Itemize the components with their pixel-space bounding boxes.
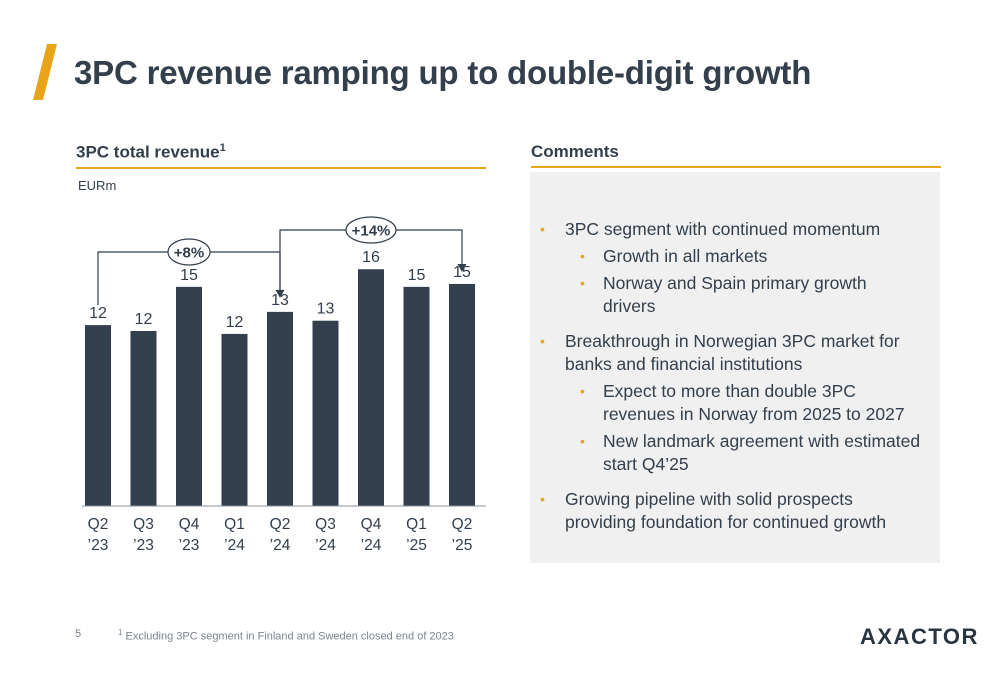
page-number: 5 bbox=[75, 628, 82, 640]
bar bbox=[221, 333, 248, 506]
x-tick-label: Q1 bbox=[224, 516, 245, 533]
x-tick-label: Q2 bbox=[270, 516, 291, 533]
x-tick-label: Q2 bbox=[452, 516, 473, 533]
bar-value-label: 15 bbox=[408, 267, 426, 284]
bar-value-label: 12 bbox=[89, 305, 107, 322]
bar bbox=[449, 283, 475, 506]
comment-text: Breakthrough in Norwegian 3PC market for… bbox=[565, 331, 900, 374]
x-tick-label: ’24 bbox=[361, 537, 382, 554]
bar-value-label: 13 bbox=[271, 292, 289, 309]
bullet-icon: • bbox=[540, 491, 545, 507]
bullet-icon: • bbox=[580, 248, 585, 264]
x-tick-label: Q4 bbox=[179, 516, 200, 533]
x-tick-label: ’24 bbox=[270, 537, 291, 554]
chart-heading-footnote-marker: 1 bbox=[219, 142, 226, 154]
x-tick-label: ’23 bbox=[179, 537, 200, 554]
x-tick-label: Q1 bbox=[406, 516, 427, 533]
bar-value-label: 15 bbox=[180, 267, 198, 284]
footnote: 1 Excluding 3PC segment in Finland and S… bbox=[118, 628, 454, 643]
comment-sub-bullet: • Norway and Spain primary growth drivers bbox=[540, 272, 922, 318]
chart-heading: 3PC total revenue1 bbox=[76, 142, 486, 169]
bar bbox=[267, 311, 293, 506]
footnote-marker: 1 bbox=[118, 628, 123, 637]
x-tick-label: Q3 bbox=[133, 516, 154, 533]
growth-label: +14% bbox=[352, 223, 391, 240]
title-slash-accent bbox=[33, 44, 57, 100]
axactor-logo: AXACTOR bbox=[860, 624, 979, 649]
x-tick-label: ’24 bbox=[315, 537, 336, 554]
bar bbox=[358, 269, 384, 506]
comment-text: Growth in all markets bbox=[603, 246, 768, 266]
growth-badge bbox=[167, 238, 211, 266]
bar-value-label: 15 bbox=[453, 264, 471, 281]
arrow-down-icon bbox=[457, 263, 467, 272]
comment-text: Growing pipeline with solid prospects pr… bbox=[565, 489, 887, 532]
comment-sub-bullet: • Growth in all markets bbox=[540, 245, 922, 268]
comment-text: New landmark agreement with estimated st… bbox=[603, 431, 921, 474]
comment-text: Expect to more than double 3PC revenues … bbox=[603, 381, 905, 424]
bar bbox=[403, 286, 430, 506]
comment-bullet: • Breakthrough in Norwegian 3PC market fo… bbox=[540, 330, 922, 376]
comments-panel: • 3PC segment with continued momentum • Gro… bbox=[530, 172, 940, 563]
bullet-icon: • bbox=[580, 433, 585, 449]
comment-sub-bullet: • New landmark agreement with estimated s… bbox=[540, 430, 922, 476]
x-tick-label: Q2 bbox=[88, 516, 109, 533]
bar-value-label: 12 bbox=[226, 314, 244, 331]
bar bbox=[85, 325, 111, 506]
bar-value-label: 13 bbox=[317, 301, 335, 318]
growth-badge bbox=[345, 216, 397, 244]
bar-value-label: 12 bbox=[135, 311, 153, 328]
bullet-icon: • bbox=[540, 333, 545, 349]
bullet-icon: • bbox=[540, 221, 545, 237]
bar bbox=[312, 320, 339, 506]
bar-value-label: 16 bbox=[362, 249, 380, 266]
x-tick-label: ’25 bbox=[452, 537, 473, 554]
x-tick-label: ’25 bbox=[406, 537, 427, 554]
comment-text: Norway and Spain primary growth drivers bbox=[603, 273, 867, 316]
chart-unit-label: EURm bbox=[78, 178, 117, 193]
revenue-bar-chart: 12 Q2 ’23 12 Q3 ’23 15 Q4 ’23 12 Q1 ’24 13 Q2 ’24 13 Q3 ’… bbox=[82, 216, 486, 554]
bullet-icon: • bbox=[580, 383, 585, 399]
x-tick-label: ’23 bbox=[133, 537, 154, 554]
x-tick-label: Q3 bbox=[315, 516, 336, 533]
x-tick-label: Q4 bbox=[361, 516, 382, 533]
chart-heading-text: 3PC total revenue bbox=[76, 142, 220, 162]
bar bbox=[176, 286, 202, 506]
growth-label: +8% bbox=[174, 245, 204, 262]
comment-sub-bullet: • Expect to more than double 3PC revenues… bbox=[540, 380, 922, 426]
comments-list: • 3PC segment with continued momentum • Gro… bbox=[540, 218, 922, 534]
comments-heading: Comments bbox=[531, 142, 941, 168]
x-tick-label: ’24 bbox=[224, 537, 245, 554]
slide-title: 3PC revenue ramping up to double-digit g… bbox=[74, 54, 812, 91]
comment-bullet: • Growing pipeline with solid prospects p… bbox=[540, 488, 922, 534]
bullet-icon: • bbox=[580, 275, 585, 291]
bar bbox=[130, 331, 157, 506]
x-tick-label: ’23 bbox=[88, 537, 109, 554]
comment-text: 3PC segment with continued momentum bbox=[565, 219, 881, 239]
comment-bullet: • 3PC segment with continued momentum bbox=[540, 218, 922, 241]
footnote-text: Excluding 3PC segment in Finland and Swe… bbox=[125, 630, 454, 643]
